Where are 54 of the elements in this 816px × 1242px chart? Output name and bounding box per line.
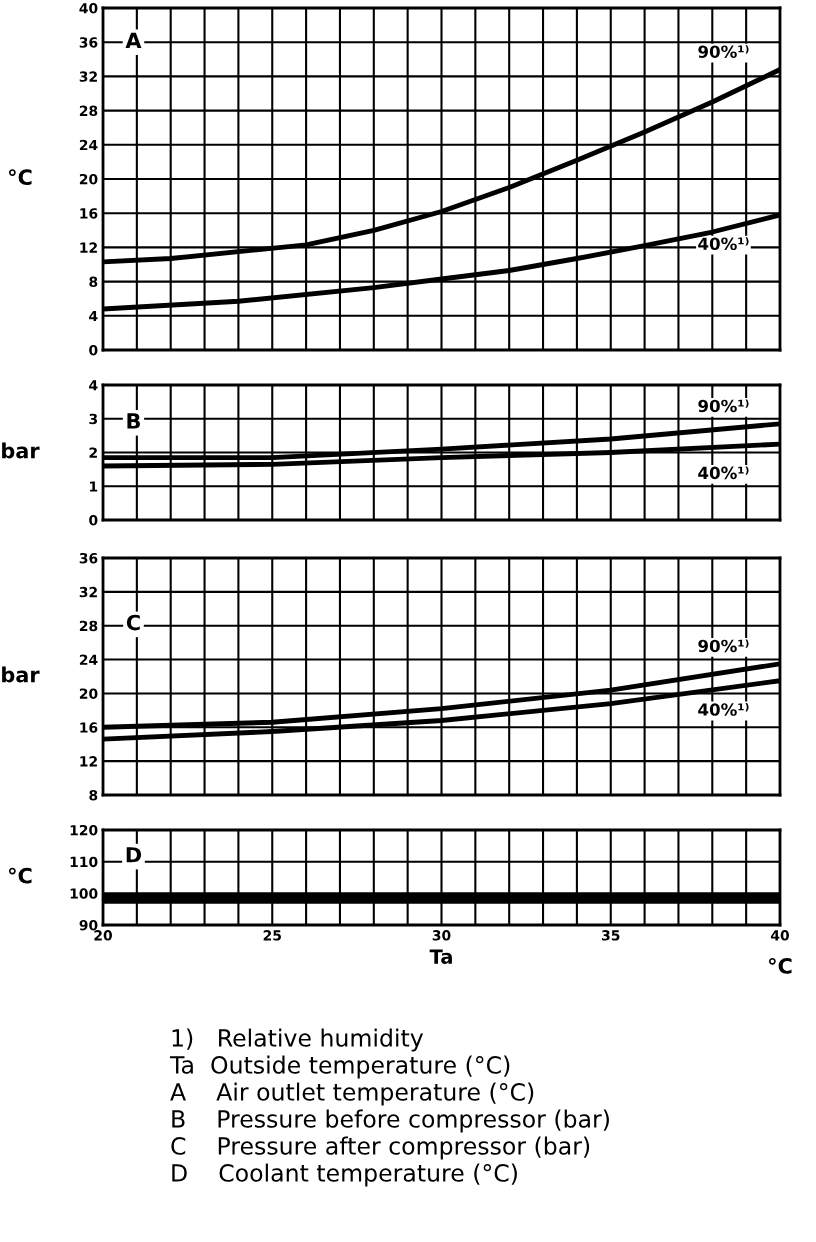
y-tick-label: 12 — [80, 756, 97, 767]
y-tick-label: 16 — [80, 208, 98, 219]
y-tick-label: 2 — [89, 447, 97, 458]
y-tick-label: 90 — [79, 919, 98, 931]
series-label: 90%¹⁾ — [698, 639, 749, 653]
y-tick-label: 36 — [79, 37, 98, 48]
y-axis-title: °C — [8, 867, 32, 884]
text: °C — [768, 957, 792, 974]
series-label: 40%¹⁾ — [698, 237, 749, 251]
y-tick-label: 1 — [90, 481, 98, 492]
series-label: 40%¹⁾ — [698, 703, 749, 716]
y-tick-label: 20 — [79, 688, 98, 699]
y-tick-label: 32 — [79, 586, 97, 598]
series-label: 90%¹⁾ — [698, 45, 749, 58]
text: A — [125, 32, 142, 48]
x-axis-title: Ta — [429, 949, 452, 964]
y-tick-label: 0 — [89, 514, 98, 526]
series-label: 40%¹⁾ — [698, 466, 749, 480]
y-tick-label: 8 — [89, 276, 98, 288]
text: 1) Relative humidity — [172, 1028, 424, 1052]
y-tick-label: 110 — [70, 856, 98, 868]
y-tick-label: 32 — [79, 71, 97, 82]
text: C — [126, 614, 140, 631]
y-tick-label: 100 — [70, 888, 98, 899]
y-tick-label: 4 — [89, 310, 98, 322]
y-tick-label: 8 — [89, 789, 98, 801]
x-tick-label: 35 — [602, 930, 620, 941]
y-tick-label: 28 — [79, 620, 98, 632]
y-tick-label: 0 — [89, 344, 98, 356]
y-tick-label: 20 — [79, 173, 98, 185]
x-tick-label: 30 — [432, 930, 451, 941]
text: Ta Outside temperature (°C) — [169, 1055, 510, 1079]
text: B — [127, 413, 140, 429]
text: D — [126, 847, 142, 863]
y-axis-title: bar — [2, 442, 40, 459]
y-axis-title: °C — [8, 169, 32, 186]
text: A Air outlet temperature (°C) — [170, 1082, 534, 1106]
y-tick-label: 40 — [79, 2, 98, 14]
y-tick-label: 120 — [70, 824, 98, 836]
y-axis-title: bar — [2, 666, 40, 683]
text: D Coolant temperature (°C) — [172, 1163, 517, 1187]
y-tick-label: 24 — [79, 654, 98, 665]
y-tick-label: 24 — [79, 139, 98, 151]
x-tick-label: 25 — [263, 930, 281, 941]
text: C Pressure after compressor (bar) — [171, 1136, 590, 1160]
y-tick-label: 3 — [89, 413, 98, 425]
x-tick-label: 40 — [770, 930, 789, 941]
y-tick-label: 28 — [79, 105, 98, 117]
series-label: 90%¹⁾ — [698, 399, 749, 413]
text: B Pressure before compressor (bar) — [172, 1109, 609, 1133]
y-tick-label: 16 — [80, 722, 98, 733]
y-tick-label: 12 — [80, 242, 97, 253]
y-tick-label: 4 — [89, 380, 98, 391]
y-tick-label: 36 — [79, 552, 98, 564]
